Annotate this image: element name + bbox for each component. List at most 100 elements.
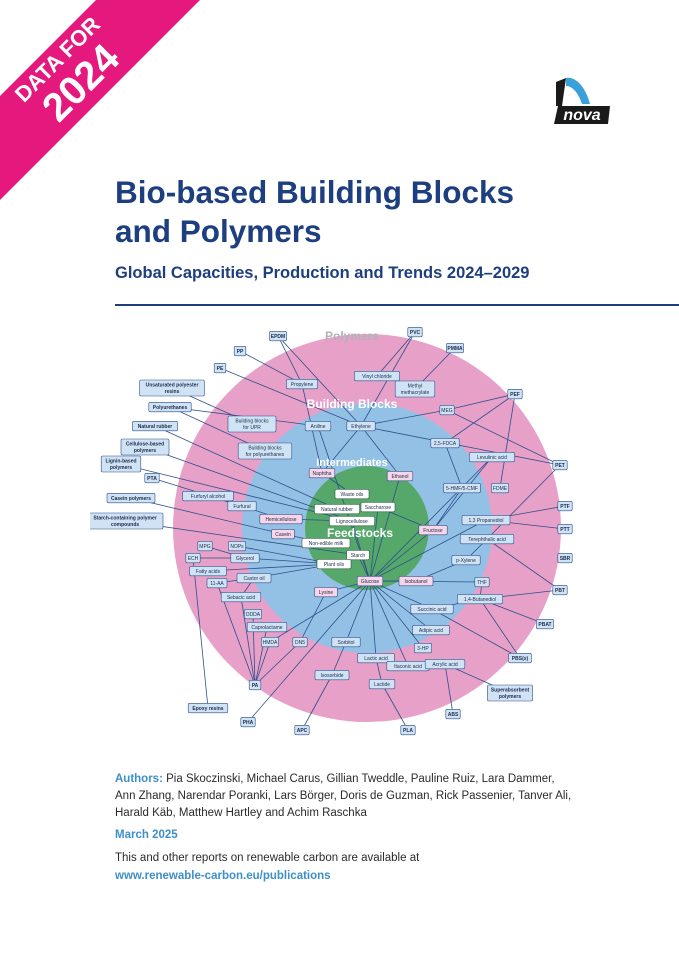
building-block-node-label: Furfuryl alcohol bbox=[191, 494, 225, 500]
building-block-node-label: Caprolactame bbox=[251, 625, 282, 631]
building-block-node-label: Propylene bbox=[291, 382, 314, 388]
diagram-arrow bbox=[277, 335, 303, 385]
publication-date: March 2025 bbox=[115, 829, 178, 841]
polymer-node-label: PET bbox=[555, 463, 565, 469]
polymer-node-label: Superabsorbent polymers bbox=[491, 688, 530, 701]
building-block-node-1-4-butanediol: 1,4-Butanediol bbox=[457, 593, 503, 605]
building-block-node-5-hmf-5-cmf: 5-HMF/5-CMF bbox=[443, 483, 481, 494]
building-block-node-label: ECH bbox=[188, 556, 199, 562]
building-block-node-box bbox=[439, 405, 455, 416]
intermediate-node-box bbox=[386, 471, 414, 482]
building-block-node-acrylic-acid: Acrylic acid bbox=[424, 658, 466, 670]
building-block-node-label: 5-HMF/5-CMF bbox=[446, 486, 478, 492]
building-block-node-nops: NOPs bbox=[228, 541, 246, 552]
polymer-node-pa: PA bbox=[248, 679, 262, 691]
building-block-node-label: DN5 bbox=[295, 640, 305, 646]
publications-link[interactable]: www.renewable-carbon.eu/publications bbox=[115, 870, 331, 882]
polymer-node-pef: PEF bbox=[507, 389, 523, 400]
polymer-node-superabsorbent-polymers: Superabsorbent polymers bbox=[487, 684, 533, 702]
building-block-node-box bbox=[220, 591, 262, 603]
diagram-arrow bbox=[247, 580, 371, 723]
feedstock-node-waste-oils: Waste oils bbox=[334, 489, 370, 500]
polymer-node-polyurethanes: Polyurethanes bbox=[148, 402, 192, 413]
polymer-node-label: PBT bbox=[555, 588, 565, 594]
diagram-arrow bbox=[219, 367, 362, 427]
feedstock-node-label: Natural rubber bbox=[321, 507, 353, 513]
building-block-node-propylene: Propylene bbox=[286, 378, 318, 390]
building-block-node-label: MEG bbox=[441, 408, 453, 414]
polymer-node-abs: ABS bbox=[445, 708, 461, 720]
intermediate-node-isobutanol: Isobutanol bbox=[398, 576, 434, 587]
polymer-node-label: Unsaturated polyester resins bbox=[146, 383, 199, 396]
polymer-node-epdm: EPDM bbox=[269, 331, 287, 342]
polymer-node-label: Lignin-based polymers bbox=[105, 459, 136, 472]
building-block-node-box bbox=[286, 378, 318, 390]
diagram-arrow bbox=[431, 608, 521, 659]
building-block-node-label: DDDA bbox=[246, 612, 261, 618]
diagram-arrow bbox=[254, 641, 301, 686]
polymer-node-box bbox=[552, 460, 568, 471]
building-block-node-2-5-fdca: 2,5-FDCA bbox=[430, 438, 460, 449]
polymer-node-label: PTF bbox=[560, 504, 569, 510]
feedstock-node-label: Starch bbox=[351, 553, 366, 559]
polymer-node-box bbox=[90, 512, 164, 530]
polymer-node-label: PA bbox=[252, 683, 259, 689]
building-block-node-3-hp: 3-HP bbox=[414, 642, 432, 654]
building-block-node-box bbox=[228, 541, 246, 552]
building-block-node-box bbox=[206, 577, 228, 589]
polymer-node-box bbox=[187, 702, 229, 714]
feedstock-node-non-edible-milk: Non-edible milk bbox=[301, 538, 351, 549]
diagram-arrow bbox=[154, 425, 338, 510]
feedstock-node-box bbox=[316, 559, 352, 570]
building-block-node-terephthalic-acid: Terephthalic acid bbox=[459, 534, 515, 545]
polymer-node-box bbox=[213, 362, 227, 374]
building-block-node-box bbox=[451, 555, 481, 566]
polymer-node-pmma: PMMA bbox=[446, 342, 464, 354]
polymer-node-box bbox=[269, 331, 287, 342]
building-block-node-label: Isosorbide bbox=[320, 673, 343, 679]
feedstock-node-box bbox=[334, 489, 370, 500]
intermediate-node-label: Glucose bbox=[361, 579, 380, 585]
building-block-node-label: Lactic acid bbox=[364, 656, 388, 662]
building-block-node-box bbox=[304, 421, 332, 432]
building-block-node-box bbox=[292, 636, 308, 648]
building-block-node-label: Castor oil bbox=[243, 576, 264, 582]
building-block-node-box bbox=[246, 621, 288, 633]
diagram-arrow bbox=[254, 626, 268, 686]
building-block-node-box bbox=[314, 669, 350, 681]
building-block-node-box bbox=[244, 608, 262, 620]
polymer-node-apc: APC bbox=[294, 724, 310, 736]
building-block-node-label: Aniline bbox=[310, 424, 325, 430]
diagram-arrow bbox=[239, 350, 303, 385]
building-block-node-box bbox=[410, 603, 454, 615]
diagram-arrow bbox=[369, 506, 379, 582]
building-block-node-box bbox=[461, 515, 511, 526]
polymer-node-label: PHA bbox=[243, 720, 254, 726]
building-block-node-label: Succinic acid bbox=[417, 607, 446, 613]
feedstock-node-box bbox=[314, 504, 360, 515]
polymer-node-ptt: PTT bbox=[557, 524, 573, 535]
polymer-node-label: Natural rubber bbox=[138, 424, 173, 430]
nova-logo: nova bbox=[554, 77, 610, 124]
building-block-node-box bbox=[394, 380, 436, 398]
building-block-node-sebacic-acid: Sebacic acid bbox=[220, 591, 262, 603]
building-block-node-building-blocks-for-upr: Building blocks for UPR bbox=[227, 415, 277, 433]
building-block-node-box bbox=[261, 636, 279, 648]
diagram-arrow bbox=[381, 683, 409, 731]
building-block-node-label: FDME bbox=[493, 486, 508, 492]
authors-line: Authors: Pia Skoczinski, Michael Carus, … bbox=[115, 771, 575, 822]
polymer-node-pvc: PVC bbox=[407, 327, 423, 338]
building-block-node-box bbox=[474, 577, 490, 588]
polymer-node-pbt: PBT bbox=[552, 584, 568, 596]
feedstock-node-label: Plant oils bbox=[324, 562, 345, 568]
building-block-node-box bbox=[354, 370, 400, 382]
polymer-node-label: PVC bbox=[410, 330, 421, 336]
building-block-node-box bbox=[357, 652, 395, 664]
polymer-node-cellulose-based-polymers: Cellulose-based polymers bbox=[120, 438, 170, 456]
report-title-line-1: Bio-based Building Blocks bbox=[115, 174, 515, 210]
polymer-node-box bbox=[407, 327, 423, 338]
title-divider bbox=[115, 304, 679, 306]
building-block-node-label: Ethylene bbox=[351, 424, 371, 430]
polymer-node-box bbox=[294, 724, 310, 736]
building-block-node-mpg: MPG bbox=[197, 541, 213, 552]
